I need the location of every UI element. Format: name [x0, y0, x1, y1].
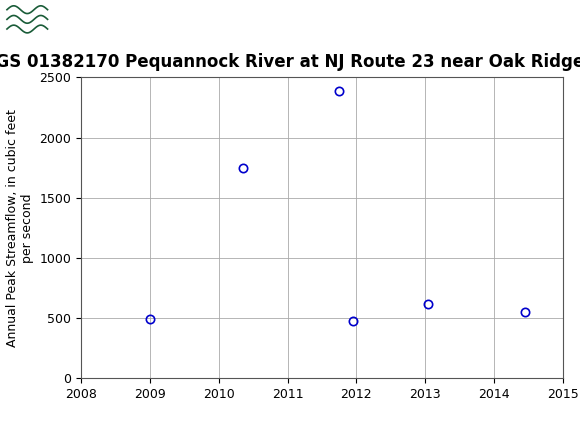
Text: USGS: USGS [56, 10, 116, 29]
Text: USGS 01382170 Pequannock River at NJ Route 23 near Oak Ridge NJ: USGS 01382170 Pequannock River at NJ Rou… [0, 53, 580, 71]
Y-axis label: Annual Peak Streamflow, in cubic feet
per second: Annual Peak Streamflow, in cubic feet pe… [6, 109, 34, 347]
FancyBboxPatch shape [7, 3, 48, 36]
